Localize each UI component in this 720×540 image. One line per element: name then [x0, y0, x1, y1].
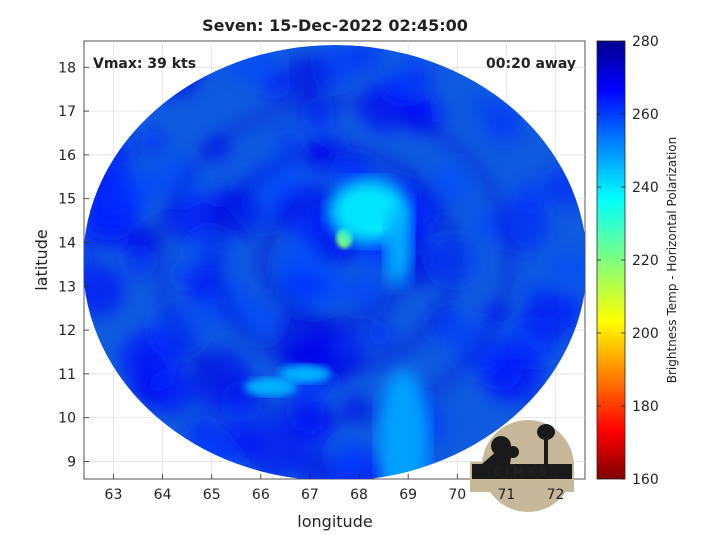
away-annotation: 00:20 away [486, 56, 576, 72]
x-tick-label: 63 [105, 487, 123, 503]
colorbar-ticks: 160 180 200 220 240 260 280 [597, 34, 659, 488]
x-tick-label: 72 [547, 487, 565, 503]
vmax-annotation: Vmax: 39 kts [93, 56, 196, 72]
colorbar-tick-label: 260 [632, 107, 659, 123]
swath-texture-cell [140, 130, 165, 155]
x-axis: 63 64 65 66 67 68 69 70 71 72 [105, 474, 565, 503]
swath-texture-cell [280, 257, 336, 312]
y-tick-label: 9 [67, 454, 76, 470]
swath-texture-cell [277, 131, 300, 154]
y-tick-label: 12 [58, 323, 76, 339]
dark-spiral-ring [207, 144, 462, 376]
swath-texture-cell [368, 321, 393, 346]
colorbar-tick-label: 160 [632, 472, 659, 488]
y-tick-label: 17 [58, 104, 76, 120]
y-tick-label: 13 [58, 279, 76, 295]
swath-texture-cell [84, 265, 125, 317]
x-tick-label: 66 [252, 487, 270, 503]
y-tick-label: 11 [58, 367, 76, 383]
x-tick-label: 64 [154, 487, 172, 503]
colorbar-tick-label: 240 [632, 180, 659, 196]
swath-texture-cell [332, 438, 369, 474]
x-tick-label: 68 [350, 487, 368, 503]
y-tick-label: 10 [58, 411, 76, 427]
dark-spiral-ring [153, 96, 516, 424]
swath-texture-cell [146, 369, 193, 416]
colorbar-label: Brightness Temp - Horizontal Polarizatio… [665, 137, 679, 384]
swath-texture-cell [123, 246, 154, 277]
y-tick-label: 18 [58, 60, 76, 76]
x-tick-label: 67 [301, 487, 319, 503]
y-axis-label: latitude [32, 229, 51, 290]
x-tick-label: 70 [448, 487, 466, 503]
colorbar-tick-label: 200 [632, 326, 659, 342]
swath-texture-cell [84, 247, 95, 268]
swath-texture-cell [284, 55, 329, 101]
feature-band-south [384, 206, 413, 287]
swath-texture-cell [166, 190, 219, 243]
y-axis: 9 10 11 12 13 14 15 16 17 18 [58, 60, 89, 470]
colorbar-tick-label: 180 [632, 399, 659, 415]
chart-title: Seven: 15-Dec-2022 02:45:00 [202, 16, 468, 35]
cimss-logo: CIMSS [470, 420, 574, 512]
x-tick-label: 69 [399, 487, 417, 503]
feature-spiral-arm [244, 378, 297, 397]
colorbar-tick-label: 280 [632, 34, 659, 50]
colorbar-tick-label: 220 [632, 253, 659, 269]
swath-texture-cell [296, 447, 335, 479]
y-tick-label: 16 [58, 148, 76, 164]
colorbar [596, 40, 626, 480]
swath-texture-cell [185, 278, 212, 305]
swath-texture-cell [484, 103, 523, 142]
feature-spiral-arm-2 [279, 364, 332, 383]
x-axis-label: longitude [297, 512, 372, 531]
y-tick-label: 14 [58, 235, 76, 251]
x-tick-label: 71 [497, 487, 515, 503]
swath-texture-cell [174, 264, 196, 286]
swath-texture-cell [473, 94, 494, 115]
swath-texture-cell [260, 69, 292, 100]
swath-texture-cell [549, 250, 585, 288]
swath-texture-cell [121, 168, 160, 208]
swath-texture-cell [552, 293, 585, 328]
x-tick-label: 65 [203, 487, 221, 503]
swath-texture-cell [507, 311, 561, 365]
y-tick-label: 15 [58, 192, 76, 208]
swath-texture-cell [244, 416, 306, 478]
logo-text: CIMSS [493, 466, 551, 479]
swath-texture-cell [124, 231, 148, 255]
